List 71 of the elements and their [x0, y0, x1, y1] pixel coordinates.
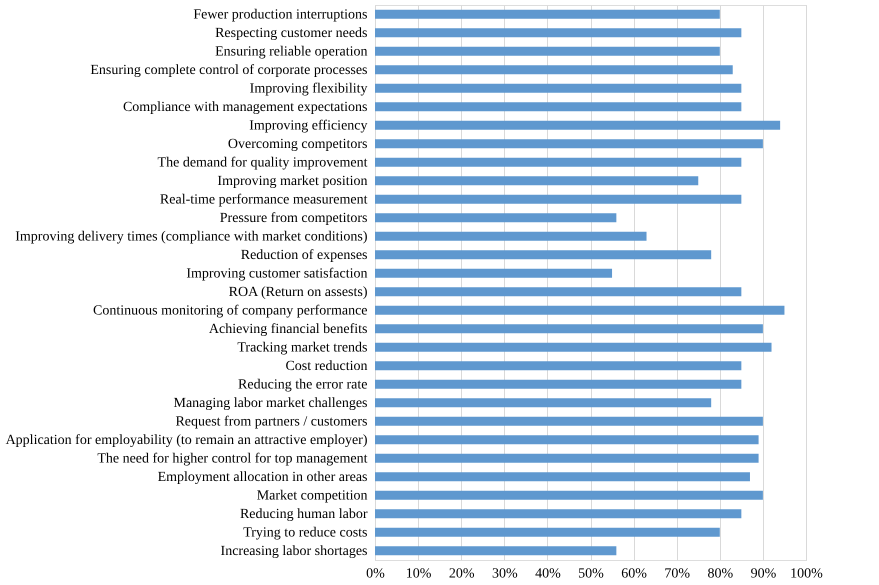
y-tick-label: Request from partners / customers [175, 414, 368, 430]
y-tick-label: Reducing human labor [240, 506, 368, 522]
bar [375, 232, 647, 241]
bar [375, 528, 720, 537]
bar [375, 454, 759, 463]
x-tick-label: 60% [621, 566, 648, 582]
bar [375, 361, 742, 370]
bar [375, 84, 742, 93]
bar [375, 28, 742, 38]
bar [375, 213, 616, 222]
y-tick-label: Improving market position [217, 174, 368, 189]
y-tick-label: ROA (Return on assests) [228, 284, 368, 300]
x-tick-label: 80% [707, 566, 734, 582]
x-tick-label: 50% [578, 566, 604, 582]
bar [375, 158, 742, 167]
x-tick-label: 20% [448, 566, 475, 582]
bar [375, 10, 720, 19]
y-tick-label: Increasing labor shortages [220, 544, 368, 559]
bar [375, 120, 780, 130]
bar [375, 324, 763, 334]
bar [375, 194, 742, 204]
y-tick-label: Pressure from competitors [220, 210, 368, 226]
x-tick-label: 70% [664, 566, 690, 582]
y-tick-label: Improving flexibility [250, 81, 368, 96]
y-tick-label: Cost reduction [285, 358, 368, 374]
bar [375, 46, 720, 56]
y-tick-label: Ensuring complete control of corporate processes [90, 62, 368, 78]
bar [375, 416, 763, 426]
y-tick-label: The demand for quality improvement [158, 155, 368, 170]
bar [375, 102, 742, 112]
y-tick-label: Ensuring reliable operation [215, 44, 368, 60]
bar [375, 139, 763, 148]
x-tick-label: 30% [492, 566, 518, 582]
y-tick-label: Trying to reduce costs [243, 525, 368, 540]
bar [375, 380, 742, 389]
y-tick-label: Application for employability (to remain an attractive employer) [6, 432, 368, 448]
bar [375, 472, 750, 482]
x-tick-label: 100% [790, 566, 824, 582]
bar [375, 306, 784, 315]
x-tick-label: 0% [366, 566, 386, 582]
y-tick-label: Reduction of expenses [240, 248, 368, 263]
y-tick-label: Market competition [256, 488, 368, 504]
bar [375, 342, 772, 352]
y-tick-label: Compliance with management expectations [122, 100, 368, 115]
bar [375, 287, 742, 296]
bar [375, 65, 733, 74]
bar [375, 268, 612, 278]
y-tick-label: Improving delivery times (compliance with market conditions) [15, 229, 368, 244]
y-tick-label: Real-time performance measurement [160, 192, 368, 208]
y-tick-label: Respecting customer needs [215, 26, 368, 41]
y-tick-label: Tracking market trends [237, 340, 368, 356]
bar [375, 435, 759, 444]
bar [375, 546, 616, 556]
x-tick-label: 40% [535, 566, 562, 582]
y-tick-label: The need for higher control for top management [97, 451, 368, 466]
bar [375, 490, 763, 500]
bar [375, 250, 712, 260]
y-tick-label: Employment allocation in other areas [158, 470, 368, 485]
y-tick-label: Overcoming competitors [228, 136, 368, 152]
y-tick-label: Improving customer satisfaction [186, 266, 368, 282]
x-tick-label: 90% [750, 566, 777, 582]
y-tick-label: Fewer production interruptions [193, 7, 368, 22]
y-tick-label: Continuous monitoring of company performance [93, 303, 368, 318]
bar [375, 398, 712, 408]
bar [375, 509, 742, 518]
y-tick-label: Achieving financial benefits [208, 322, 368, 337]
bar [375, 176, 698, 186]
y-tick-label: Improving efficiency [249, 118, 368, 134]
y-tick-label: Managing labor market challenges [174, 396, 368, 411]
y-tick-label: Reducing the error rate [238, 377, 368, 392]
x-tick-label: 10% [406, 566, 432, 582]
